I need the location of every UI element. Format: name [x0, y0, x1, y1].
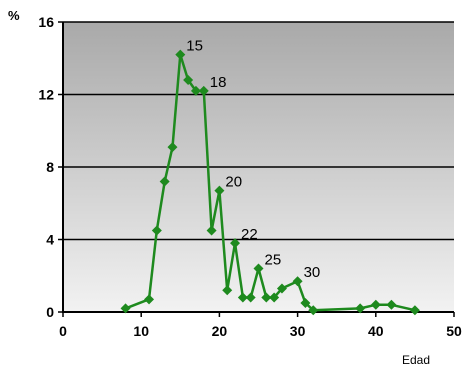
data-point-17 — [190, 85, 201, 96]
x-tick-label-40: 40 — [368, 323, 384, 339]
data-point-12 — [151, 225, 162, 236]
gridlines — [63, 21, 454, 241]
data-point-22 — [230, 238, 241, 249]
y-tick-label-4: 4 — [46, 232, 54, 248]
annotation-30: 30 — [304, 264, 321, 281]
data-point-25 — [253, 263, 264, 274]
y-tick-label-0: 0 — [46, 304, 54, 320]
annotation-18: 18 — [210, 74, 227, 91]
annotation-22: 22 — [241, 226, 258, 243]
x-tick-label-0: 0 — [59, 323, 67, 339]
x-tick-labels: 0 10 20 30 40 50 — [59, 323, 462, 339]
data-point-38 — [355, 303, 366, 314]
data-point-32 — [308, 305, 319, 316]
y-tick-label-16: 16 — [38, 14, 54, 30]
data-point-19 — [206, 225, 217, 236]
y-tick-label-8: 8 — [46, 159, 54, 175]
axes — [58, 21, 455, 317]
data-point-30 — [292, 276, 303, 287]
x-tick-label-20: 20 — [212, 323, 228, 339]
x-tick-label-50: 50 — [446, 323, 462, 339]
data-point-18 — [198, 85, 209, 96]
data-point-26 — [261, 292, 272, 303]
x-axis-title: Edad — [402, 353, 430, 367]
data-point-11 — [144, 294, 155, 305]
data-annotations: 15 18 20 22 25 30 — [186, 38, 320, 282]
data-point-28 — [276, 283, 287, 294]
data-point-20 — [214, 185, 225, 196]
data-point-16 — [183, 75, 194, 85]
data-point-24 — [245, 292, 256, 303]
data-point-21 — [222, 285, 233, 296]
y-axis-unit: % — [8, 8, 20, 23]
data-point-40 — [370, 299, 381, 310]
data-point-45 — [409, 305, 420, 316]
data-point-23 — [237, 292, 248, 303]
y-tick-label-12: 12 — [38, 87, 54, 103]
annotation-15: 15 — [186, 38, 203, 55]
data-point-31 — [300, 297, 311, 308]
data-point-15 — [175, 49, 186, 60]
x-tick-label-30: 30 — [290, 323, 306, 339]
data-point-8 — [120, 303, 131, 314]
data-point-14 — [167, 142, 178, 153]
annotation-25: 25 — [265, 252, 282, 269]
x-tick-label-10: 10 — [133, 323, 149, 339]
data-point-42 — [386, 299, 397, 310]
data-point-13 — [159, 176, 170, 187]
data-point-27 — [269, 292, 280, 303]
data-series — [120, 49, 420, 316]
annotation-20: 20 — [225, 174, 242, 191]
y-tick-labels: 0 4 8 12 16 — [38, 14, 54, 320]
